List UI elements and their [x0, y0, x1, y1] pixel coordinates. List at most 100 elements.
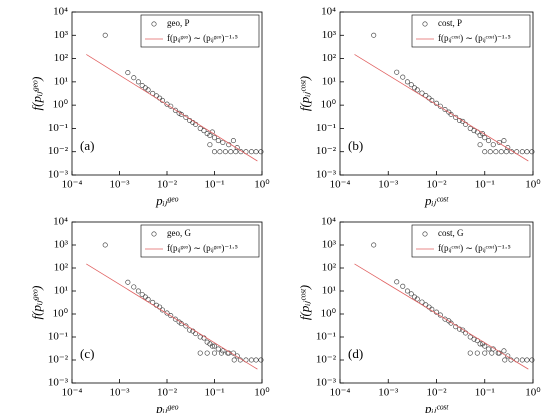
data-point: [248, 149, 254, 155]
data-point: [448, 320, 454, 326]
data-point: [471, 128, 477, 134]
y-tick-label: 10¹: [322, 75, 336, 87]
fit-line: [354, 263, 529, 370]
x-tick-label: 10⁻¹: [204, 387, 224, 399]
data-point: [437, 312, 443, 318]
y-tick-label: 10²: [54, 262, 69, 274]
data-point: [493, 149, 499, 155]
data-point: [371, 32, 377, 38]
x-axis-label: pᵢⱼᵍᵉᵒ: [155, 193, 179, 208]
panel: 10⁻⁴ 10⁻³ 10⁻² 10⁻¹ 10⁰10⁻³10⁻²10⁻¹10⁰10¹10²…: [297, 216, 541, 413]
y-tick-label: 10⁴: [321, 6, 336, 18]
data-point: [482, 343, 488, 349]
data-point: [168, 103, 174, 109]
data-point: [477, 341, 483, 347]
x-tick-label: 10⁻³: [378, 387, 399, 399]
x-axis-label: pᵢⱼᵍᵉᵒ: [155, 401, 179, 413]
x-tick-label: 10⁻⁴: [62, 179, 83, 191]
legend-label: f(pᵢⱼᵍᵉᵒ) ∼ (pᵢⱼᵍᵉᵒ)⁻¹·⁵: [167, 243, 238, 253]
data-point: [448, 111, 454, 117]
data-point: [371, 242, 377, 248]
y-tick-label: 10⁻²: [316, 145, 337, 157]
data-point: [489, 350, 495, 356]
y-tick-label: 10⁻¹: [48, 331, 68, 343]
data-point: [204, 350, 210, 356]
data-point: [230, 138, 236, 144]
data-point: [209, 129, 215, 135]
y-tick-label: 10⁰: [321, 99, 337, 111]
data-point: [168, 313, 174, 319]
y-tick-label: 10³: [322, 239, 337, 251]
y-tick-label: 10⁻³: [316, 169, 337, 181]
x-tick-label: 10⁻³: [109, 387, 130, 399]
y-axis-label: f(pᵢⱼᵍᵉᵒ): [29, 286, 44, 320]
data-point: [209, 343, 215, 349]
data-point: [234, 353, 240, 359]
data-point: [419, 90, 425, 96]
data-point: [482, 350, 488, 356]
data-point: [453, 114, 459, 120]
data-point: [482, 149, 488, 155]
data-point: [498, 149, 504, 155]
data-point: [222, 149, 228, 155]
data-point: [228, 149, 234, 155]
data-point: [253, 149, 259, 155]
data-point: [487, 149, 493, 155]
data-point: [212, 135, 218, 141]
x-tick-label: 10⁻²: [426, 387, 447, 399]
x-tick-label: 10⁻¹: [475, 387, 495, 399]
y-tick-label: 10³: [54, 239, 69, 251]
legend-label: f(pᵢⱼᵍᵉᵒ) ∼ (pᵢⱼᵍᵉᵒ)⁻¹·⁵: [167, 33, 238, 43]
data-point: [102, 32, 108, 38]
panel-label: (d): [348, 346, 363, 361]
data-point: [233, 149, 239, 155]
y-tick-label: 10²: [322, 52, 337, 64]
data-point: [474, 350, 480, 356]
data-point: [215, 346, 221, 352]
data-point: [524, 357, 530, 363]
data-point: [496, 139, 502, 145]
panel-label: (b): [348, 138, 363, 153]
data-point: [207, 142, 213, 148]
legend-label: f(pᵢⱼᶜᵒˢᵗ) ∼ (pᵢⱼᶜᵒˢᵗ)⁻¹·⁵: [438, 243, 511, 253]
y-tick-label: 10¹: [54, 75, 68, 87]
fit-line: [86, 54, 258, 162]
data-point: [414, 296, 420, 302]
y-tick-label: 10⁴: [53, 216, 68, 228]
data-point: [419, 299, 425, 305]
y-tick-label: 10²: [322, 262, 337, 274]
x-tick-label: 10⁰: [254, 387, 270, 399]
legend-label: f(pᵢⱼᶜᵒˢᵗ) ∼ (pᵢⱼᶜᵒˢᵗ)⁻¹·⁵: [438, 33, 511, 43]
data-point: [231, 357, 237, 363]
x-tick-label: 10⁻¹: [204, 179, 224, 191]
data-point: [437, 103, 443, 109]
y-tick-label: 10¹: [322, 285, 336, 297]
data-point: [212, 350, 218, 356]
data-point: [400, 283, 406, 289]
data-point: [164, 101, 170, 107]
data-point: [164, 310, 170, 316]
y-tick-label: 10⁻¹: [316, 331, 336, 343]
data-point: [172, 107, 178, 113]
data-point: [207, 132, 213, 138]
data-point: [125, 279, 131, 285]
data-point: [212, 343, 218, 349]
x-tick-label: 10⁰: [525, 179, 541, 191]
y-tick-label: 10⁻¹: [48, 122, 68, 134]
data-point: [408, 291, 414, 297]
data-point: [519, 149, 525, 155]
data-point: [197, 334, 203, 340]
panel: 10⁻⁴ 10⁻³ 10⁻² 10⁻¹ 10⁰10⁻³10⁻²10⁻¹10⁰10¹10²…: [29, 6, 270, 208]
legend-label: cost, P: [438, 18, 462, 28]
data-point: [471, 336, 477, 342]
data-point: [178, 111, 184, 117]
panel: 10⁻⁴ 10⁻³ 10⁻² 10⁻¹ 10⁰10⁻³10⁻²10⁻¹10⁰10¹10²…: [29, 216, 270, 413]
y-tick-label: 10⁻²: [48, 145, 69, 157]
x-axis-label: pᵢⱼᶜᵒˢᵗ: [424, 193, 449, 208]
data-point: [501, 138, 507, 144]
data-point: [460, 118, 466, 124]
y-axis-label: f(pᵢⱼᶜᵒˢᵗ): [297, 285, 312, 320]
data-point: [482, 135, 488, 141]
x-tick-label: 10⁻²: [157, 387, 178, 399]
data-point: [467, 125, 473, 131]
